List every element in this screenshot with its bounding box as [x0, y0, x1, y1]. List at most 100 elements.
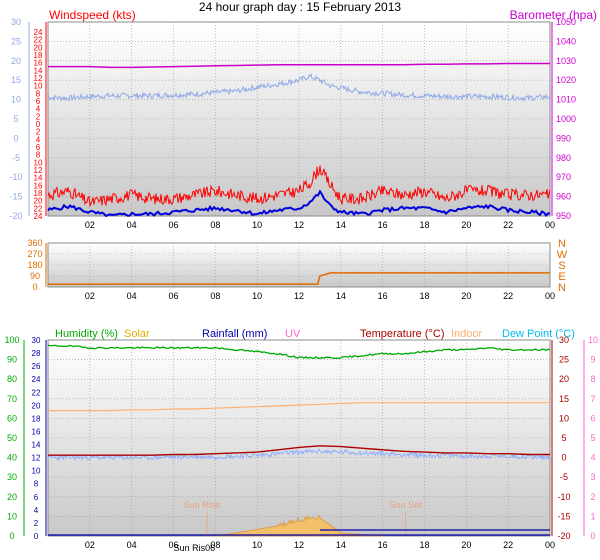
wind-axis-tick: 2 — [36, 112, 41, 121]
humidity-axis-tick: 50 — [7, 433, 17, 443]
rain-axis-tick: 2 — [34, 519, 39, 528]
humidity-axis-tick: 20 — [7, 492, 17, 502]
uv-axis-tick: 6 — [590, 413, 595, 423]
humidity-axis-tick: 60 — [7, 413, 17, 423]
dewpoint-line — [47, 448, 551, 462]
wind-axis-tick: 4 — [36, 105, 41, 114]
x-tick-label: 08 — [210, 540, 220, 550]
humidity-axis-tick: 30 — [7, 472, 17, 482]
baro-axis-tick: 1050 — [556, 17, 576, 27]
temp-axis-tick: -5 — [560, 472, 568, 482]
x-tick-label: 10 — [252, 291, 262, 301]
wind-axis-tick: 22 — [34, 36, 43, 45]
humidity-axis-tick: 100 — [4, 335, 19, 345]
x-tick-label: 14 — [336, 220, 346, 230]
wind-axis-tick: 14 — [34, 174, 43, 183]
rain-axis-tick: 8 — [34, 480, 39, 489]
baro-axis-title: Barometer (hpa) — [510, 8, 597, 22]
indoor-label: Indoor — [451, 328, 483, 340]
left-axis-tick: 5 — [13, 114, 18, 124]
x-tick-label: 22 — [503, 291, 513, 301]
x-tick-label: 20 — [461, 220, 471, 230]
left-axis-tick: 10 — [11, 95, 21, 105]
wind-axis-tick: 20 — [34, 43, 43, 52]
solar-label: Solar — [124, 328, 150, 340]
x-tick-label: 04 — [127, 220, 137, 230]
left-axis-tick: 30 — [11, 17, 21, 27]
left-axis-tick: 0 — [13, 133, 18, 143]
temp-axis-tick: 25 — [559, 355, 569, 365]
humidity-axis-tick: 40 — [7, 453, 17, 463]
uv-label: UV — [285, 328, 301, 340]
left-axis-tick: -15 — [9, 192, 22, 202]
wind-axis-tick: 6 — [36, 97, 41, 106]
x-tick-label: 12 — [294, 291, 304, 301]
wind-axis-tick: 2 — [36, 128, 41, 137]
uv-axis-tick: 0 — [590, 531, 595, 541]
humidity-label: Humidity (%) — [55, 328, 118, 340]
x-tick-label: 00 — [545, 540, 555, 550]
compass-label: E — [558, 271, 565, 283]
x-tick-label: 00 — [545, 291, 555, 301]
x-tick-label: 20 — [461, 291, 471, 301]
compass-label: W — [557, 249, 568, 261]
rain-axis-tick: 20 — [32, 401, 41, 410]
wind-axis-title: Windspeed (kts) — [49, 8, 136, 22]
humidity-axis-tick: 0 — [9, 531, 14, 541]
uv-axis-tick: 5 — [590, 433, 595, 443]
sunrise-time-label: Sun Ris06 — [174, 543, 216, 553]
rain-axis-tick: 28 — [32, 349, 41, 358]
uv-axis-tick: 1 — [590, 511, 595, 521]
uv-axis-tick: 4 — [590, 453, 595, 463]
uv-axis-tick: 10 — [588, 335, 598, 345]
wind-axis-tick: 8 — [36, 151, 41, 160]
x-tick-label: 18 — [419, 291, 429, 301]
x-tick-label: 10 — [252, 220, 262, 230]
x-tick-label: 08 — [210, 291, 220, 301]
x-tick-label: 18 — [419, 220, 429, 230]
x-tick-label: 06 — [168, 220, 178, 230]
baro-axis-tick: 960 — [556, 192, 571, 202]
plot-area-1 — [47, 21, 551, 217]
chart-title: 24 hour graph day : 15 February 2013 — [199, 0, 401, 14]
temp-axis-tick: 10 — [559, 413, 569, 423]
rain-axis-tick: 12 — [32, 454, 41, 463]
wind-axis-tick: 12 — [34, 166, 43, 175]
wind-axis-tick: 4 — [36, 135, 41, 144]
baro-axis-tick: 1030 — [556, 56, 576, 66]
baro-axis-tick: 990 — [556, 133, 571, 143]
rain-axis-tick: 18 — [32, 414, 41, 423]
x-tick-label: 06 — [168, 291, 178, 301]
temp-axis-tick: 30 — [559, 335, 569, 345]
direction-axis-tick: 90 — [30, 271, 40, 281]
humidity-line — [47, 344, 551, 360]
direction-axis-tick: 0 — [32, 282, 37, 292]
wind-axis-tick: 14 — [34, 66, 43, 75]
x-tick-label: 22 — [503, 220, 513, 230]
baro-axis-tick: 950 — [556, 211, 571, 221]
wind-axis-tick: 0 — [36, 120, 41, 129]
x-tick-label: 18 — [419, 540, 429, 550]
solar-area — [214, 514, 384, 537]
wind-axis-tick: 8 — [36, 89, 41, 98]
wind-axis-tick: 20 — [34, 197, 43, 206]
x-tick-label: 12 — [294, 540, 304, 550]
rain-axis-tick: 10 — [32, 467, 41, 476]
x-tick-label: 04 — [127, 291, 137, 301]
temperature-line-top — [47, 73, 551, 102]
left-axis-tick: 20 — [11, 56, 21, 66]
uv-axis-tick: 8 — [590, 374, 595, 384]
avg-wind-line — [47, 189, 551, 218]
rain-axis-tick: 14 — [32, 441, 41, 450]
x-tick-label: 20 — [461, 540, 471, 550]
direction-axis-tick: 270 — [27, 249, 42, 259]
temperature-label: Temperature (°C) — [360, 328, 444, 340]
wind-axis-tick: 16 — [34, 181, 43, 190]
rain-axis-tick: 0 — [34, 532, 39, 541]
sunset-label: Sun Set — [390, 500, 423, 510]
x-tick-label: 14 — [336, 540, 346, 550]
x-tick-label: 08 — [210, 220, 220, 230]
wind-axis-tick: 18 — [34, 51, 43, 60]
